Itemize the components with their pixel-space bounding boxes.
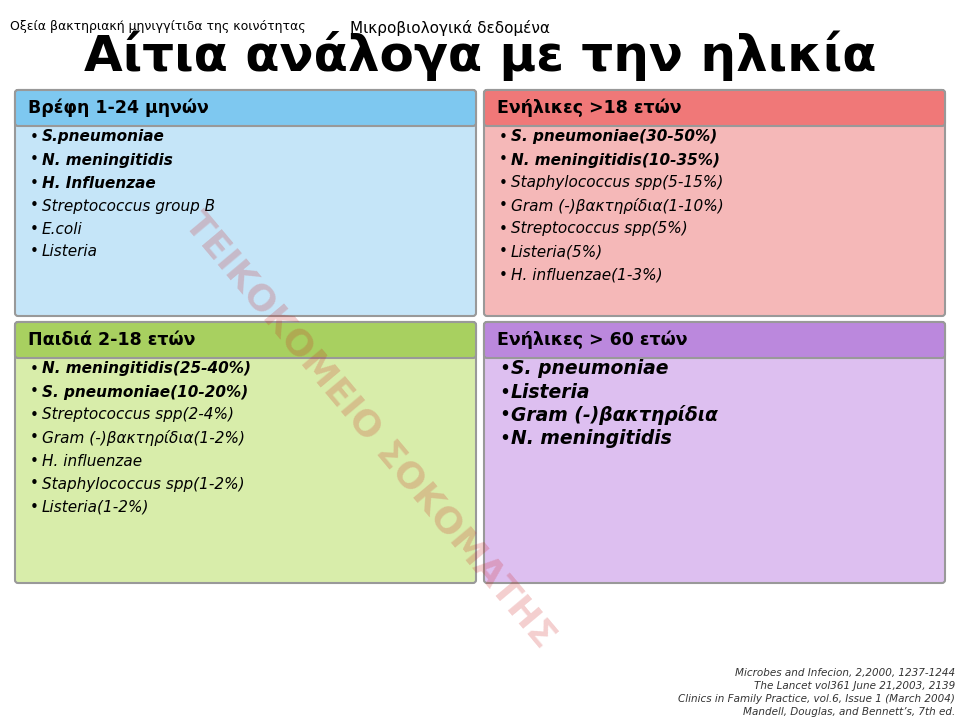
Text: S.pneumoniae: S.pneumoniae: [42, 130, 165, 145]
Text: •: •: [30, 245, 38, 259]
Text: •: •: [499, 268, 508, 282]
Text: Streptococcus group B: Streptococcus group B: [42, 199, 215, 214]
Text: H. influenzae(1-3%): H. influenzae(1-3%): [511, 268, 662, 282]
Text: H. Influenzae: H. Influenzae: [42, 176, 156, 191]
Text: Μικροβιολογικά δεδομένα: Μικροβιολογικά δεδομένα: [350, 20, 550, 36]
Text: •: •: [499, 199, 508, 214]
Text: N. meningitidis(10-35%): N. meningitidis(10-35%): [511, 153, 720, 168]
Text: Mandell, Douglas, and Bennett’s, 7th ed.: Mandell, Douglas, and Bennett’s, 7th ed.: [743, 707, 955, 717]
FancyBboxPatch shape: [484, 90, 945, 126]
Text: •: •: [30, 176, 38, 191]
Text: Αίτια ανάλογα με την ηλικία: Αίτια ανάλογα με την ηλικία: [84, 31, 876, 81]
Text: Staphylococcus spp(1-2%): Staphylococcus spp(1-2%): [42, 477, 245, 492]
Text: •: •: [30, 222, 38, 236]
Text: Staphylococcus spp(5-15%): Staphylococcus spp(5-15%): [511, 176, 724, 191]
Text: Οξεία βακτηριακή μηνιγγίτιδα της κοινότητας: Οξεία βακτηριακή μηνιγγίτιδα της κοινότη…: [10, 20, 305, 33]
FancyBboxPatch shape: [15, 322, 476, 358]
Text: Gram (-)βακτηρίδια: Gram (-)βακτηρίδια: [511, 405, 718, 425]
Text: Listeria: Listeria: [42, 245, 98, 259]
Text: •: •: [30, 130, 38, 145]
Text: Streptococcus spp(2-4%): Streptococcus spp(2-4%): [42, 408, 234, 423]
Text: •: •: [30, 361, 38, 377]
Text: Listeria: Listeria: [511, 382, 590, 402]
Text: Βρέφη 1-24 μηνών: Βρέφη 1-24 μηνών: [28, 99, 208, 117]
Text: •: •: [499, 405, 510, 425]
Text: Παιδιά 2-18 ετών: Παιδιά 2-18 ετών: [28, 331, 196, 349]
FancyBboxPatch shape: [484, 322, 945, 358]
Text: •: •: [499, 130, 508, 145]
Text: Gram (-)βακτηρίδια(1-2%): Gram (-)βακτηρίδια(1-2%): [42, 430, 245, 446]
Text: •: •: [499, 176, 508, 191]
Text: •: •: [30, 454, 38, 469]
Text: Listeria(1-2%): Listeria(1-2%): [42, 500, 150, 515]
Text: •: •: [499, 359, 510, 379]
Text: Ενήλικες > 60 ετών: Ενήλικες > 60 ετών: [497, 330, 687, 349]
FancyBboxPatch shape: [484, 322, 945, 583]
Text: •: •: [30, 199, 38, 214]
Text: H. influenzae: H. influenzae: [42, 454, 142, 469]
Text: S. pneumoniae(10-20%): S. pneumoniae(10-20%): [42, 384, 249, 400]
FancyBboxPatch shape: [484, 90, 945, 316]
Text: •: •: [30, 477, 38, 492]
Text: Microbes and Infecion, 2,2000, 1237-1244: Microbes and Infecion, 2,2000, 1237-1244: [734, 668, 955, 678]
Text: N. meningitidis: N. meningitidis: [42, 153, 173, 168]
Text: S. pneumoniae(30-50%): S. pneumoniae(30-50%): [511, 130, 717, 145]
Text: •: •: [30, 153, 38, 168]
Text: Listeria(5%): Listeria(5%): [511, 245, 603, 259]
Text: •: •: [30, 408, 38, 423]
Text: •: •: [499, 382, 510, 402]
Text: •: •: [30, 384, 38, 400]
Text: S. pneumoniae: S. pneumoniae: [511, 359, 668, 379]
Text: •: •: [499, 428, 510, 448]
Text: N. meningitidis(25-40%): N. meningitidis(25-40%): [42, 361, 251, 377]
FancyBboxPatch shape: [15, 322, 476, 583]
Text: Streptococcus spp(5%): Streptococcus spp(5%): [511, 222, 687, 236]
FancyBboxPatch shape: [15, 90, 476, 126]
Text: •: •: [499, 245, 508, 259]
Text: ΤΕΙΚΟΚΟΜΕΙΟ ΣΟΚΟΜΑΤΗΣ: ΤΕΙΚΟΚΟΜΕΙΟ ΣΟΚΟΜΑΤΗΣ: [179, 206, 562, 654]
Text: Clinics in Family Practice, vol.6, Issue 1 (March 2004): Clinics in Family Practice, vol.6, Issue…: [678, 694, 955, 704]
Text: Gram (-)βακτηρίδια(1-10%): Gram (-)βακτηρίδια(1-10%): [511, 198, 724, 214]
Text: •: •: [30, 500, 38, 515]
FancyBboxPatch shape: [15, 90, 476, 316]
Text: •: •: [499, 153, 508, 168]
Text: •: •: [499, 222, 508, 236]
Text: The Lancet vol361 June 21,2003, 2139: The Lancet vol361 June 21,2003, 2139: [754, 681, 955, 691]
Text: •: •: [30, 431, 38, 446]
Text: N. meningitidis: N. meningitidis: [511, 428, 672, 448]
Text: E.coli: E.coli: [42, 222, 83, 236]
Text: Ενήλικες >18 ετών: Ενήλικες >18 ετών: [497, 99, 682, 117]
